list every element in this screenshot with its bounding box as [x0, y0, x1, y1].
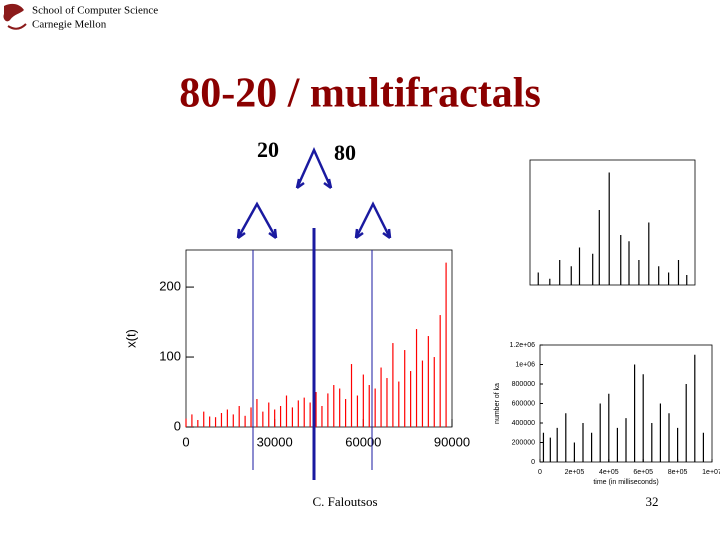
y-tick-label: 100: [159, 348, 181, 363]
x-tick-label: 6e+05: [633, 469, 653, 476]
split-lines: [252, 228, 373, 480]
y-axis-label: number of ka: [494, 383, 501, 424]
university: Carnegie Mellon: [32, 19, 107, 31]
x-tick-label: 90000: [434, 434, 470, 449]
y-tick-label: 200: [159, 279, 181, 294]
y-axis-label: x(t): [123, 329, 138, 348]
x-tick-label: 2e+05: [565, 469, 585, 476]
x-tick-label: 8e+05: [668, 469, 688, 476]
x-tick-label: 0: [538, 469, 542, 476]
y-tick-label: 0: [531, 459, 535, 466]
x-tick-label: 0: [182, 434, 189, 449]
label-80: 80: [334, 140, 356, 165]
y-tick-label: 800000: [512, 381, 535, 388]
x-tick-label: 30000: [257, 434, 293, 449]
x-tick-label: 60000: [345, 434, 381, 449]
arrows: [236, 146, 392, 240]
x-axis-label: time (in milliseconds): [593, 479, 658, 486]
inset-bottom: 0 200000 400000 600000 800000 1e+06 1.2e+06 0 2e…: [494, 342, 720, 486]
y-tick-label: 1e+06: [515, 361, 535, 368]
plot-frame: [185, 249, 453, 428]
school: School of Computer Science: [32, 5, 158, 17]
page-number: 32: [646, 494, 659, 509]
y-tick-label: 600000: [512, 400, 535, 407]
x-tick-label: 4e+05: [599, 469, 619, 476]
logo: [3, 3, 27, 30]
y-tick-label: 0: [174, 418, 181, 433]
y-tick-label: 1.2e+06: [510, 342, 536, 349]
label-20: 20: [257, 137, 279, 162]
y-tick-label: 200000: [512, 439, 535, 446]
main-chart: 0 100 200 0 30000 60000 90000 x(t): [123, 249, 470, 449]
inset-top: [529, 159, 696, 286]
y-tick-label: 400000: [512, 420, 535, 427]
title: 80-20 / multifractals: [179, 71, 541, 117]
x-tick-label: 1e+07: [702, 469, 720, 476]
author: C. Faloutsos: [312, 494, 377, 509]
plot-frame: [529, 159, 696, 286]
